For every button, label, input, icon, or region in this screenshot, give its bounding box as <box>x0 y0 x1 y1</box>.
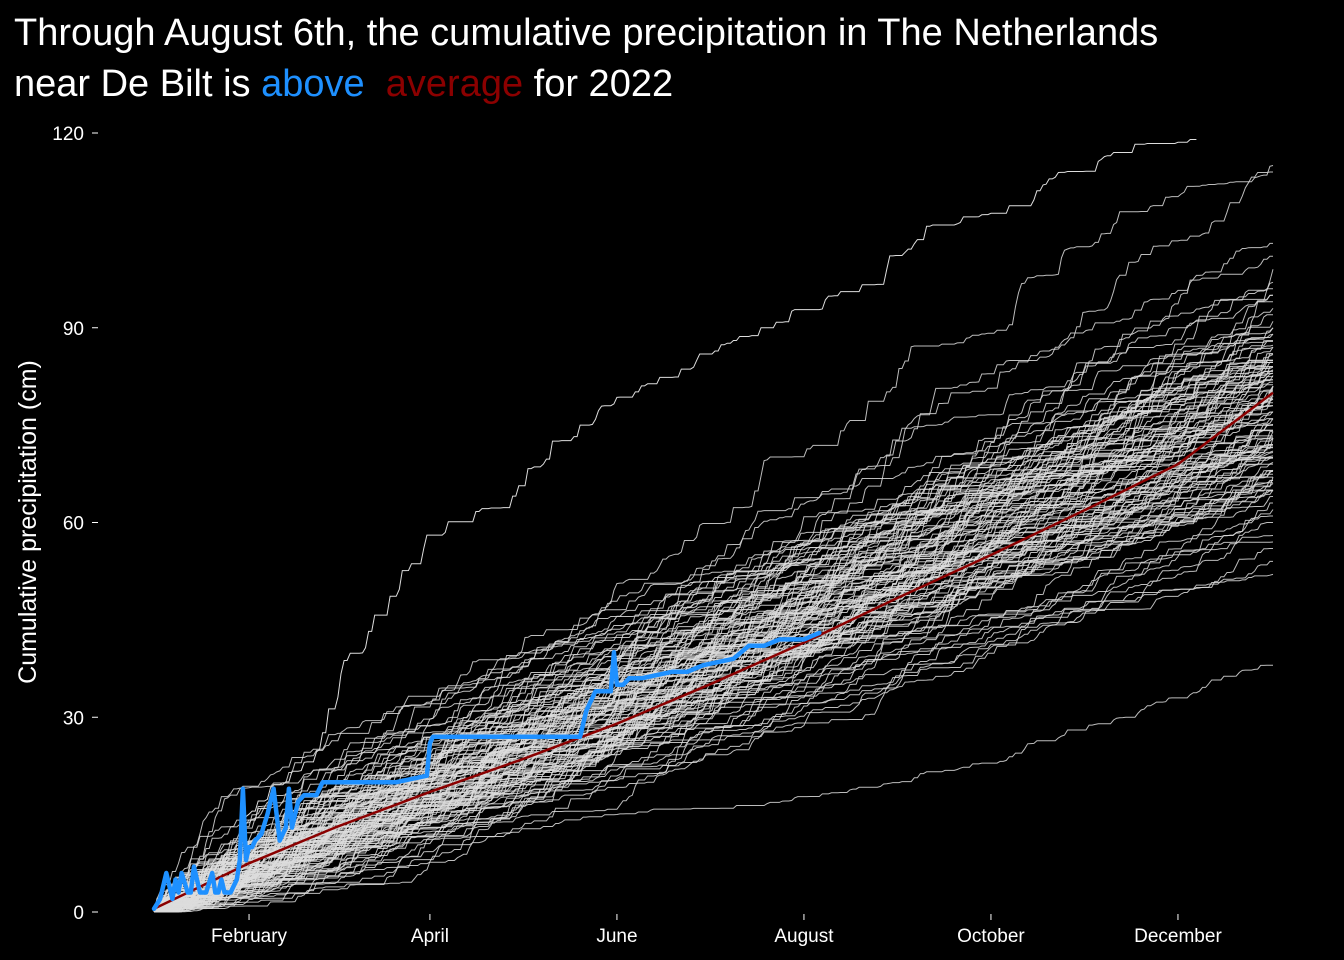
x-tick-label: June <box>596 926 637 947</box>
y-tick-label: 90 <box>63 319 84 340</box>
y-tick-label: 0 <box>73 903 84 924</box>
historical-year-line <box>154 452 1274 913</box>
x-tick-label: February <box>211 926 288 947</box>
y-tick-label: 60 <box>63 514 84 535</box>
x-tick-label: August <box>774 926 834 947</box>
historical-year-line <box>154 445 1273 913</box>
title-suffix: for 2022 <box>523 63 673 105</box>
title-gap <box>365 63 386 105</box>
current-year-line-2022 <box>151 630 822 912</box>
title-above: above <box>261 63 365 105</box>
historical-year-line <box>153 446 1273 913</box>
x-tick-label: October <box>957 926 1025 947</box>
title-prefix: near De Bilt is <box>14 63 261 105</box>
historical-year-line <box>154 418 1273 913</box>
historical-year-line-wettest <box>153 139 1197 913</box>
title-average: average <box>386 63 523 105</box>
chart-title-line-1: Through August 6th, the cumulative preci… <box>14 12 1158 54</box>
historical-year-line <box>153 430 1273 913</box>
average-line <box>153 391 1274 910</box>
historical-year-line <box>154 436 1273 913</box>
historical-year-line <box>154 435 1273 913</box>
historical-year-line <box>153 269 1274 913</box>
x-tick-label: December <box>1134 926 1222 947</box>
historical-year-line <box>154 664 1273 913</box>
current-year-line-layer <box>151 630 822 912</box>
historical-year-line <box>154 394 1273 913</box>
historical-year-line <box>153 457 1274 913</box>
historical-year-line <box>153 301 1273 913</box>
average-line-layer <box>153 391 1274 910</box>
historical-year-line <box>154 522 1273 913</box>
historical-year-line <box>154 165 1274 913</box>
x-axis: February April June August October December <box>211 914 1222 947</box>
historical-year-line <box>153 344 1274 913</box>
y-axis-title: Cumulative precipitation (cm) <box>14 360 42 684</box>
historical-year-line <box>153 340 1273 913</box>
historical-year-line <box>154 370 1273 913</box>
historical-year-line <box>153 411 1273 913</box>
y-tick-label: 120 <box>52 124 84 145</box>
historical-year-line <box>153 490 1273 913</box>
y-tick-label: 30 <box>63 708 84 729</box>
x-tick-label: April <box>411 926 449 947</box>
historical-year-line <box>154 366 1273 913</box>
chart-title-line-2: near De Bilt is above average for 2022 <box>14 63 673 105</box>
historical-year-line <box>153 476 1274 913</box>
historical-year-line <box>154 457 1273 913</box>
historical-year-line <box>153 354 1274 913</box>
historical-year-line <box>154 242 1273 913</box>
historical-year-line <box>153 390 1273 913</box>
y-axis: 0 30 60 90 120 <box>52 124 98 924</box>
